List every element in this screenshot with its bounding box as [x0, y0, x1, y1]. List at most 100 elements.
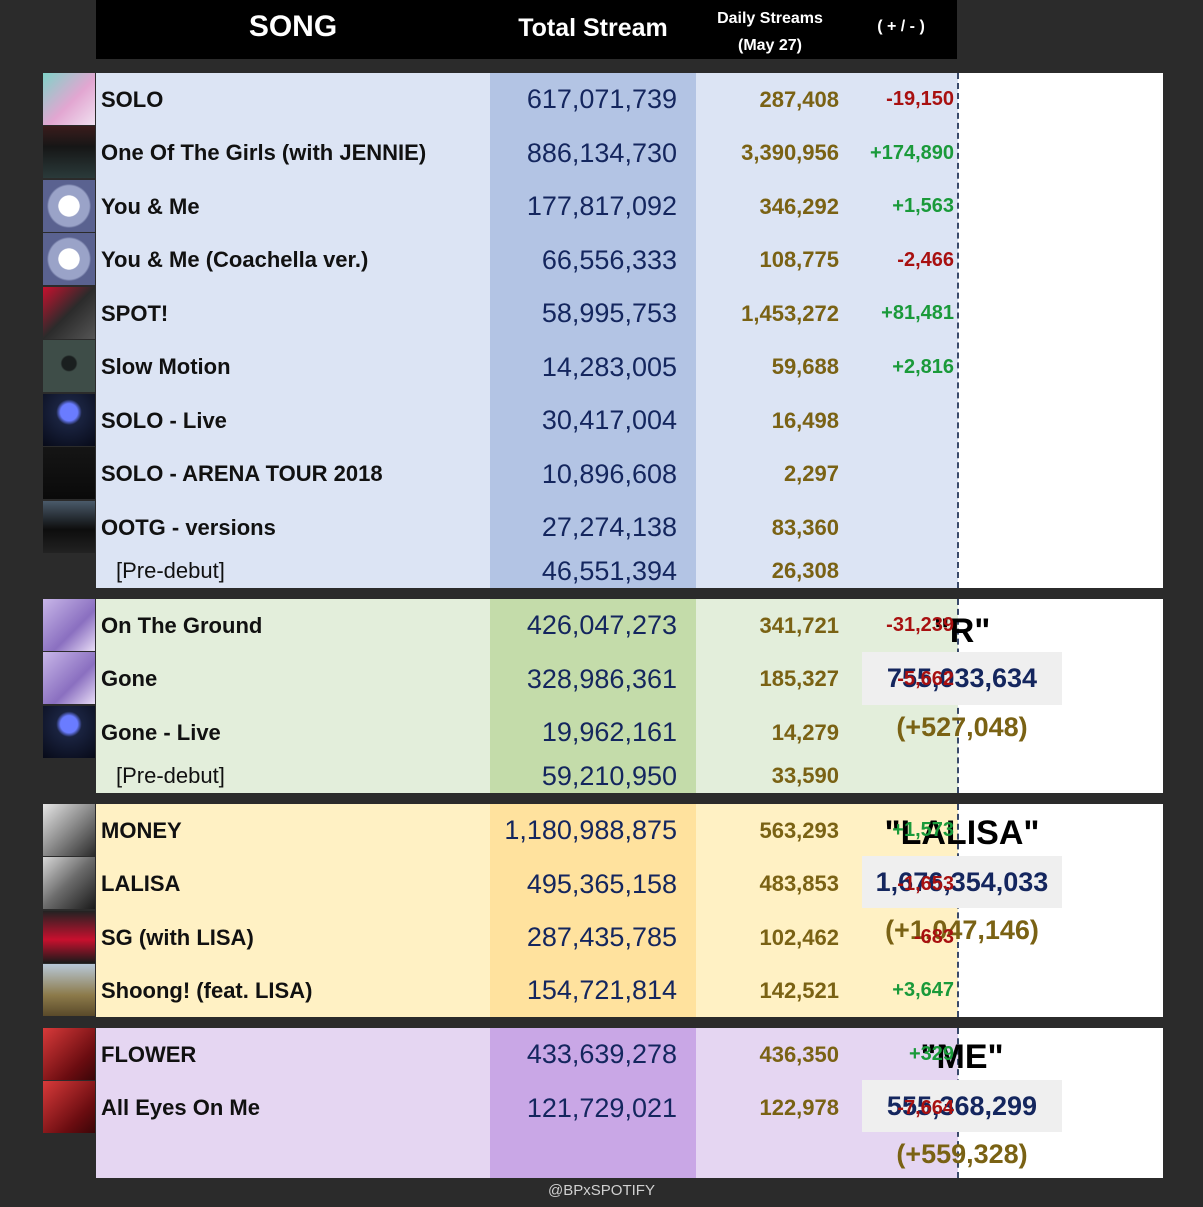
- table-row: FLOWER 433,639,278 436,350 +329: [96, 1028, 958, 1081]
- rose-summary-total: 755,033,634: [862, 652, 1062, 705]
- album-art-thumbnail: [43, 804, 95, 856]
- table-row: Gone 328,986,361 185,327 -5,662: [96, 652, 958, 706]
- total-streams: 14,283,005: [541, 352, 677, 382]
- daily-streams: 346,292: [759, 194, 839, 219]
- song-name: Shoong! (feat. LISA): [101, 978, 313, 1003]
- album-art-thumbnail: [43, 501, 95, 553]
- album-art-thumbnail: [43, 706, 95, 758]
- album-art-thumbnail: [43, 964, 95, 1016]
- lisa-summary-total: 1,676,354,033: [862, 856, 1062, 908]
- daily-change: +3,647: [892, 979, 954, 1001]
- album-art-thumbnail: [43, 73, 95, 125]
- album-art-thumbnail: [43, 340, 95, 392]
- daily-change: +174,890: [870, 142, 954, 164]
- jisoo-section: [96, 1028, 1163, 1178]
- table-row: MONEY 1,180,988,875 563,293 +1,573: [96, 804, 958, 857]
- album-art-thumbnail: [43, 911, 95, 963]
- daily-change: +1,573: [892, 819, 954, 841]
- daily-streams: 102,462: [759, 925, 839, 950]
- jisoo-summary-total: 555,368,299: [862, 1080, 1062, 1132]
- song-name: SOLO: [101, 87, 164, 112]
- table-row: On The Ground 426,047,273 341,721 -31,239: [96, 599, 958, 652]
- table-row: Shoong! (feat. LISA) 154,721,814 142,521 +3…: [96, 964, 958, 1017]
- daily-change: -31,239: [886, 614, 954, 636]
- header-daily-date: (May 27): [737, 37, 803, 54]
- header-total-stream: Total Stream: [518, 14, 668, 42]
- daily-streams: 287,408: [759, 87, 839, 112]
- song-name: OOTG - versions: [101, 515, 276, 540]
- daily-streams: 59,688: [771, 354, 839, 379]
- rose-summary-title: "R": [933, 612, 991, 650]
- daily-streams: 33,590: [771, 763, 839, 788]
- lisa-section: [96, 804, 1163, 1017]
- daily-streams: 83,360: [771, 515, 839, 540]
- song-name: Slow Motion: [101, 354, 231, 379]
- song-name: [Pre-debut]: [116, 558, 225, 583]
- song-name: SOLO - ARENA TOUR 2018: [101, 461, 383, 486]
- table-row: [Pre-debut] 46,551,394 26,308: [96, 554, 958, 588]
- table-row: Slow Motion 14,283,005 59,688 +2,816: [96, 340, 958, 394]
- daily-streams: 108,775: [759, 247, 839, 272]
- table-header: SONG Total Stream Daily Streams (May 27)…: [96, 0, 957, 59]
- jennie-section: [96, 73, 1163, 588]
- total-streams: 495,365,158: [526, 869, 677, 899]
- daily-streams: 483,853: [759, 871, 839, 896]
- daily-change: -5,662: [897, 668, 954, 690]
- album-art-thumbnail: [43, 394, 95, 446]
- song-name: You & Me: [101, 194, 200, 219]
- album-art-thumbnail: [43, 126, 95, 178]
- table-row: You & Me 177,817,092 346,292 +1,563: [96, 180, 958, 233]
- daily-change: +1,563: [892, 195, 954, 217]
- rose-summary-change: (+527,048): [896, 712, 1028, 742]
- daily-streams: 2,297: [783, 461, 839, 486]
- daily-streams: 436,350: [759, 1042, 839, 1067]
- lisa-summary-change: (+1,047,146): [885, 915, 1039, 945]
- daily-streams: 122,978: [759, 1095, 839, 1120]
- table-row: Gone - Live 19,962,161 14,279: [96, 706, 958, 759]
- daily-change: -683: [913, 926, 954, 948]
- album-art-thumbnail: [43, 1081, 95, 1133]
- total-streams: 433,639,278: [526, 1039, 677, 1069]
- song-name: Gone: [101, 666, 158, 691]
- song-name: LALISA: [101, 871, 181, 896]
- daily-streams: 3,390,956: [741, 140, 839, 165]
- daily-change: -1,653: [897, 873, 954, 895]
- table-row: LALISA 495,365,158 483,853 -1,653: [96, 857, 958, 911]
- song-name: FLOWER: [101, 1042, 197, 1067]
- daily-change: -7,664: [897, 1097, 954, 1119]
- total-streams: 154,721,814: [526, 975, 677, 1005]
- jisoo-summary-change: (+559,328): [896, 1139, 1028, 1169]
- daily-streams: 185,327: [759, 666, 839, 691]
- album-art-thumbnail: [43, 599, 95, 651]
- total-streams: 10,896,608: [541, 459, 677, 489]
- rose-summary: "R" 755,033,634 (+527,048): [862, 610, 1062, 749]
- table-row: You & Me (Coachella ver.) 66,556,333 108,7…: [96, 233, 958, 287]
- table-row: SOLO 617,071,739 287,408 -19,150: [96, 73, 958, 126]
- daily-change: +2,816: [892, 356, 954, 378]
- jisoo-summary: "ME" 555,368,299 (+559,328): [862, 1034, 1062, 1176]
- table-row: OOTG - versions 27,274,138 83,360: [96, 501, 958, 554]
- total-streams: 426,047,273: [526, 610, 677, 640]
- album-art-thumbnail: [43, 233, 95, 285]
- total-streams: 121,729,021: [526, 1093, 677, 1123]
- table-row: SOLO - Live 30,417,004 16,498: [96, 394, 958, 447]
- table-row: One Of The Girls (with JENNIE) 886,134,73…: [96, 126, 958, 180]
- jisoo-summary-title: "ME": [920, 1038, 1004, 1076]
- total-streams: 1,180,988,875: [504, 815, 677, 845]
- song-name: MONEY: [101, 818, 182, 843]
- daily-streams: 142,521: [759, 978, 839, 1003]
- daily-change: -2,466: [897, 249, 954, 271]
- album-art-thumbnail: [43, 857, 95, 909]
- table-row: All Eyes On Me 121,729,021 122,978 -7,664: [96, 1081, 958, 1135]
- album-art-thumbnail: [43, 652, 95, 704]
- song-name: [Pre-debut]: [116, 763, 225, 788]
- song-name: All Eyes On Me: [101, 1095, 260, 1120]
- total-streams: 59,210,950: [541, 761, 677, 791]
- lisa-summary: "LALISA" 1,676,354,033 (+1,047,146): [862, 810, 1062, 952]
- daily-streams: 26,308: [771, 558, 839, 583]
- album-art-thumbnail: [43, 1028, 95, 1080]
- daily-change: -19,150: [886, 88, 954, 110]
- total-streams: 66,556,333: [541, 245, 677, 275]
- daily-streams: 341,721: [759, 613, 839, 638]
- header-change: ( + / - ): [877, 18, 925, 35]
